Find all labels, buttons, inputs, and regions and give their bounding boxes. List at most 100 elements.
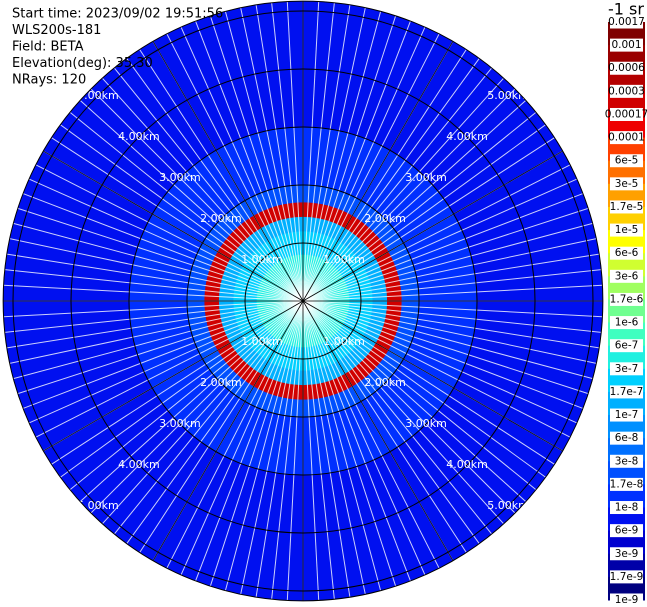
ring-label: 2.00km bbox=[200, 212, 242, 225]
colorbar-label-bg bbox=[610, 61, 643, 75]
ray-separator bbox=[69, 300, 304, 491]
ring-label: 2.00km bbox=[364, 212, 406, 225]
colorbar-label: 3e-5 bbox=[615, 178, 639, 190]
colorbar-label: 3e-7 bbox=[615, 363, 639, 375]
ray-separator bbox=[302, 300, 589, 395]
colorbar-label-bg bbox=[610, 570, 643, 584]
colorbar-label: 0.0003 bbox=[608, 85, 645, 97]
ray-separator bbox=[302, 58, 480, 302]
ring-label: 4.00km bbox=[118, 130, 160, 143]
ray-separator bbox=[195, 300, 304, 582]
colorbar-label: 0.0006 bbox=[608, 62, 645, 74]
colorbar-label-bg bbox=[610, 84, 643, 98]
colorbar-title: -1 sr bbox=[608, 0, 644, 19]
colorbar-label: 1e-8 bbox=[615, 502, 639, 514]
ring-label: 1.00km bbox=[241, 335, 283, 348]
ray-separator bbox=[139, 49, 304, 302]
ray-separator bbox=[166, 33, 304, 302]
ring-label: 4.00km bbox=[446, 130, 488, 143]
colorbar-label-bg bbox=[610, 223, 643, 237]
ring-label: 1.00km bbox=[323, 335, 365, 348]
colorbar-label-bg bbox=[610, 362, 643, 376]
ray-separator bbox=[69, 111, 304, 302]
ray-separator bbox=[51, 300, 304, 465]
ring-label: 2.00km bbox=[364, 376, 406, 389]
ray-separator bbox=[79, 300, 304, 503]
range-ring bbox=[128, 126, 478, 476]
azimuth-line bbox=[43, 300, 304, 452]
ray-separator bbox=[60, 300, 304, 478]
ray-separator bbox=[302, 300, 411, 582]
ring-label: 2.00km bbox=[200, 376, 242, 389]
colorbar-label-bg bbox=[610, 501, 643, 515]
ring-label: 1.00km bbox=[323, 253, 365, 266]
ray-separator bbox=[302, 300, 397, 587]
colorbar-label: 1e-5 bbox=[615, 224, 639, 236]
ray-separator bbox=[302, 300, 440, 569]
ray-separator bbox=[302, 300, 351, 598]
ray-separator bbox=[302, 300, 593, 380]
colorbar-label-bg bbox=[610, 246, 643, 260]
colorbar-label: 6e-9 bbox=[615, 525, 639, 537]
ray-separator bbox=[302, 88, 516, 302]
ray-separator bbox=[13, 222, 304, 302]
ray-separator bbox=[17, 300, 304, 395]
ray-separator bbox=[28, 178, 304, 302]
colorbar-label: 6e-5 bbox=[615, 155, 639, 167]
ray-separator bbox=[302, 11, 382, 302]
ray-separator bbox=[6, 253, 304, 302]
ray-separator bbox=[302, 300, 537, 491]
colorbar-label: 0.001 bbox=[611, 39, 641, 51]
ray-separator bbox=[28, 300, 304, 424]
ray-separator bbox=[302, 300, 366, 595]
ray-separator bbox=[126, 300, 304, 544]
colorbar-label-bg bbox=[610, 200, 643, 214]
ray-separator bbox=[302, 284, 603, 302]
ray-separator bbox=[209, 300, 304, 587]
ray-separator bbox=[113, 67, 304, 302]
ray-separator bbox=[302, 99, 527, 302]
ray-separator bbox=[79, 99, 304, 302]
ray-separator bbox=[255, 4, 304, 302]
ray-separator bbox=[302, 300, 546, 478]
colorbar-label: 1.7e-6 bbox=[610, 293, 644, 305]
ray-separator bbox=[35, 300, 304, 438]
ray-separator bbox=[302, 300, 527, 503]
ray-separator bbox=[302, 178, 578, 302]
colorbar-label-bg bbox=[610, 154, 643, 168]
ray-separator bbox=[13, 300, 304, 380]
ring-label: 3.00km bbox=[159, 417, 201, 430]
ray-separator bbox=[9, 238, 304, 302]
ray-separator bbox=[113, 300, 304, 535]
colorbar-label-bg bbox=[610, 15, 643, 29]
ring-label: 3.00km bbox=[405, 417, 447, 430]
ray-separator bbox=[101, 77, 304, 302]
ring-label: 4.00km bbox=[118, 458, 160, 471]
colorbar-label: 1e-6 bbox=[615, 317, 639, 329]
ray-separator bbox=[139, 300, 304, 553]
colorbar-label-bg bbox=[610, 269, 643, 283]
ray-separator bbox=[17, 207, 304, 302]
ray-separator bbox=[302, 164, 571, 302]
ray-separator bbox=[90, 300, 304, 514]
ring-label: 3.00km bbox=[159, 171, 201, 184]
info-line: Start time: 2023/09/02 19:51:56 bbox=[12, 7, 223, 22]
ray-separator bbox=[51, 137, 304, 302]
ring-label: 1.00km bbox=[241, 253, 283, 266]
ray-separator bbox=[302, 4, 351, 302]
colorbar-label: 0.00017 bbox=[605, 108, 647, 120]
ray-separator bbox=[180, 300, 304, 576]
colorbar-label: 1.7e-9 bbox=[610, 571, 644, 583]
ray-separator bbox=[271, 2, 304, 302]
ray-separator bbox=[302, 300, 493, 535]
ray-separator bbox=[4, 300, 304, 333]
colorbar-label: 3e-9 bbox=[615, 548, 639, 560]
ray-separator bbox=[166, 300, 304, 569]
colorbar-label: 6e-6 bbox=[615, 247, 639, 259]
ray-separator bbox=[302, 20, 411, 302]
colorbar-label: 1e-9 bbox=[615, 594, 639, 606]
colorbar-label: 3e-8 bbox=[615, 455, 639, 467]
ray-separator bbox=[302, 300, 480, 544]
colorbar-label: 0.0017 bbox=[608, 16, 645, 28]
range-ring bbox=[12, 10, 594, 592]
